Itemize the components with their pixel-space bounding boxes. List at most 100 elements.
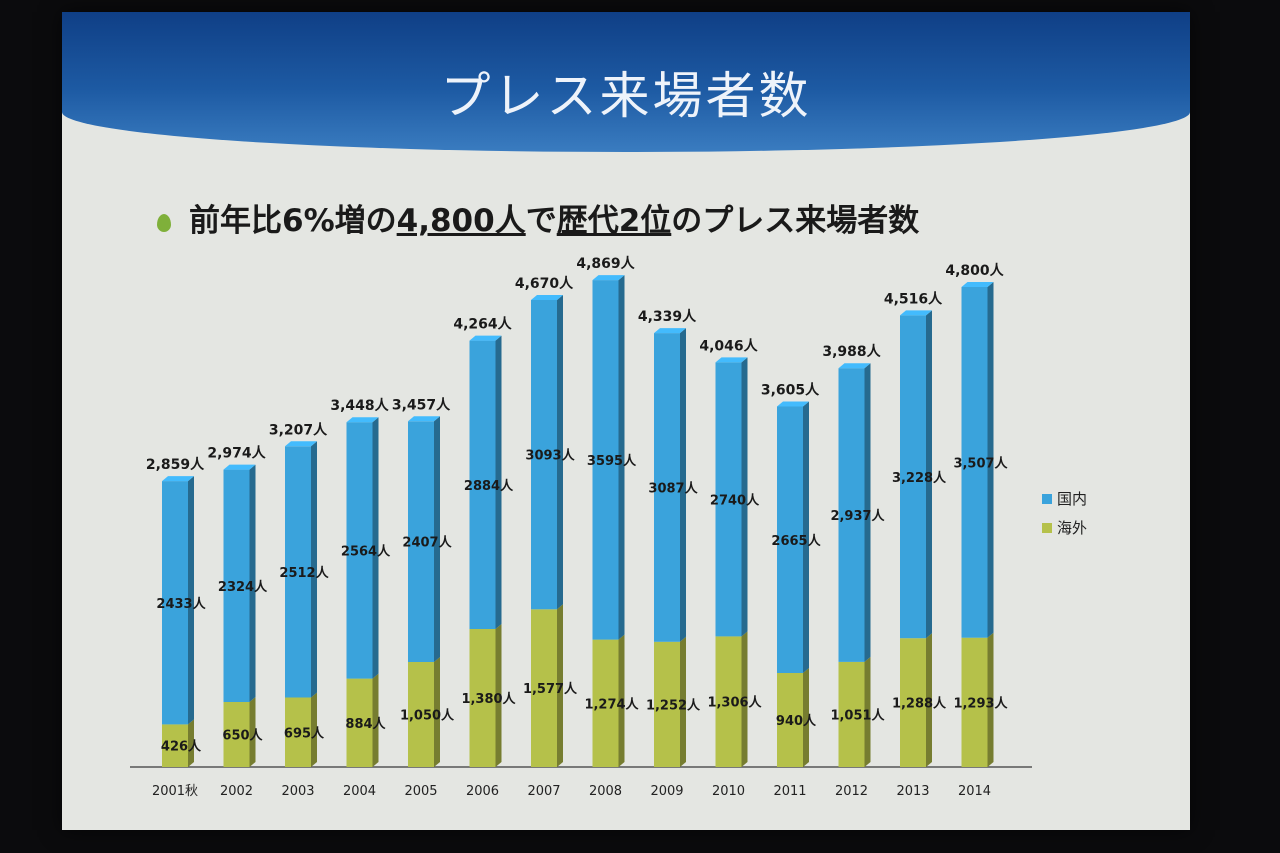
bar-side — [803, 668, 809, 767]
bar-value-label: 426人 — [161, 739, 202, 755]
bar-value-label: 1,577人 — [523, 681, 578, 697]
legend-swatch — [1042, 522, 1052, 533]
total-label: 3,448人 — [330, 397, 389, 414]
bar-side — [434, 657, 440, 767]
bar-side — [372, 673, 379, 767]
bar-value-label: 1,293人 — [953, 695, 1008, 711]
bar-value-label: 650人 — [222, 728, 263, 744]
bar-top — [162, 476, 194, 482]
bar-overseas — [900, 638, 926, 767]
bar-overseas — [715, 636, 742, 767]
bar-overseas — [469, 629, 496, 767]
x-tick-label: 2007 — [527, 784, 560, 799]
bar-top — [285, 441, 317, 447]
slide: プレス来場者数 前年比6%増の4,800人で歴代2位のプレス来場者数 426人 2… — [62, 12, 1190, 830]
bar-side — [987, 282, 994, 638]
bar-overseas — [285, 697, 311, 767]
x-tick-label: 2005 — [404, 784, 437, 799]
bar-top — [346, 417, 379, 423]
bar-value-label: 1,051人 — [830, 707, 885, 723]
bar-side — [311, 441, 317, 698]
bar-side — [741, 357, 748, 637]
bar-side — [434, 416, 440, 662]
headline-rank: 歴代2位 — [556, 203, 672, 239]
bar-value-label: 2564人 — [341, 543, 391, 559]
bar-value-label: 2884人 — [464, 478, 514, 494]
total-label: 3,207人 — [269, 421, 328, 438]
total-label: 4,869人 — [576, 255, 635, 272]
bar-side — [557, 295, 563, 610]
bar-value-label: 2407人 — [402, 535, 452, 551]
bar-side — [188, 719, 194, 767]
bar-value-label: 695人 — [284, 725, 325, 741]
x-tick-label: 2014 — [958, 784, 991, 799]
bar-side — [926, 310, 932, 639]
bar-top — [900, 310, 932, 316]
bar-domestic — [900, 315, 926, 639]
headline-total: 4,800人 — [396, 203, 526, 239]
bar-value-label: 3,228人 — [892, 470, 947, 486]
bar-domestic — [346, 422, 373, 679]
bar-value-label: 1,050人 — [400, 708, 455, 724]
x-tick-label: 2013 — [896, 784, 929, 799]
bar-top — [469, 335, 502, 341]
bar-value-label: 3087人 — [648, 480, 698, 496]
bar-domestic — [469, 340, 496, 629]
bar-value-label: 2665人 — [771, 533, 821, 549]
bar-domestic — [715, 362, 742, 637]
x-tick-label: 2006 — [466, 784, 499, 799]
x-tick-label: 2002 — [220, 784, 253, 799]
total-label: 4,800人 — [945, 262, 1004, 279]
bar-domestic — [531, 300, 557, 610]
bar-value-label: 884人 — [345, 716, 386, 732]
headline-part: で — [525, 203, 557, 239]
bar-value-label: 1,380人 — [461, 691, 516, 707]
bar-top — [654, 328, 686, 334]
bar-top — [223, 464, 256, 470]
bar-side — [803, 401, 809, 673]
bar-side — [557, 604, 563, 767]
total-label: 3,605人 — [761, 382, 820, 399]
bar-domestic — [162, 481, 188, 725]
bar-domestic — [408, 421, 434, 662]
bar-domestic — [285, 446, 311, 698]
bar-side — [311, 692, 317, 767]
bar-value-label: 1,252人 — [646, 697, 701, 713]
bar-value-label: 2,937人 — [830, 508, 885, 524]
bar-domestic — [777, 406, 803, 673]
bar-domestic — [223, 469, 250, 702]
bar-value-label: 3,507人 — [953, 455, 1008, 471]
bar-value-label: 1,288人 — [892, 696, 947, 712]
legend-swatch — [1042, 493, 1052, 504]
total-label: 4,339人 — [638, 308, 697, 325]
bar-side — [987, 632, 994, 767]
bar-value-label: 1,274人 — [584, 696, 639, 712]
legend-label: 国内 — [1057, 490, 1088, 508]
headline-part: 前年比6%増の — [189, 203, 397, 239]
x-tick-label: 2010 — [712, 784, 745, 799]
bar-overseas — [223, 702, 250, 767]
bar-overseas — [654, 641, 680, 767]
headline-part: のプレス来場者数 — [671, 203, 920, 239]
bar-side — [495, 624, 502, 767]
x-tick-label: 2008 — [589, 784, 622, 799]
bar-overseas — [408, 662, 434, 767]
bar-value-label: 2324人 — [218, 579, 268, 595]
slide-header — [62, 12, 1190, 152]
bar-overseas — [838, 661, 865, 767]
bar-side — [618, 275, 625, 640]
x-tick-label: 2003 — [281, 784, 314, 799]
x-tick-label: 2012 — [835, 784, 868, 799]
bar-side — [680, 636, 686, 767]
bar-top — [961, 282, 994, 287]
bar-side — [680, 328, 686, 642]
bar-side — [741, 631, 748, 767]
bar-value-label: 2512人 — [279, 565, 329, 581]
bar-side — [864, 363, 871, 662]
total-label: 2,859人 — [146, 456, 205, 473]
bar-domestic — [961, 287, 988, 638]
bar-value-label: 1,306人 — [707, 695, 762, 711]
total-label: 4,516人 — [884, 290, 943, 307]
slide-title: プレス来場者数 — [440, 67, 812, 125]
bar-overseas — [531, 609, 557, 767]
